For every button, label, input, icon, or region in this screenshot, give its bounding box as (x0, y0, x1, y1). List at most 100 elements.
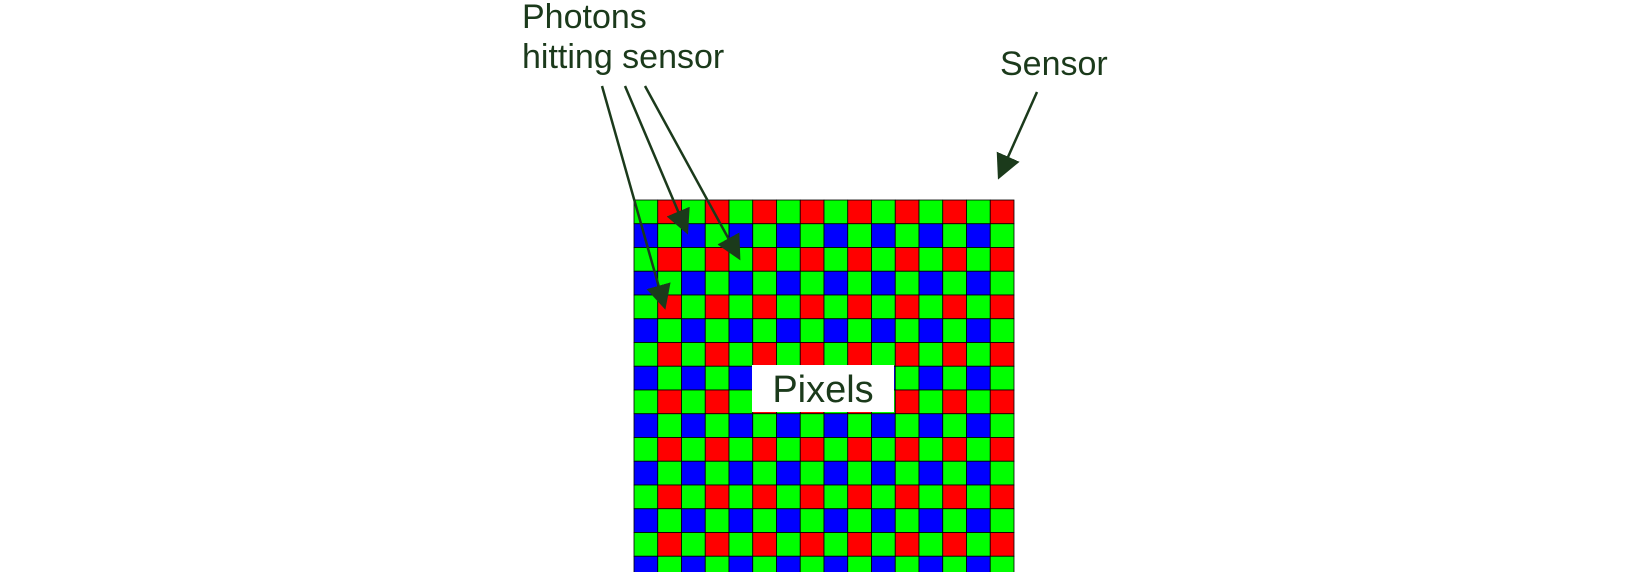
sensor-pixel (871, 270, 896, 296)
sensor-pixel (894, 413, 920, 438)
sensor-pixel (823, 532, 849, 557)
sensor-pixel (847, 270, 872, 296)
sensor-pixel (799, 223, 825, 248)
sensor-pixel (989, 294, 1015, 320)
sensor-pixel (966, 365, 991, 391)
sensor-pixel (728, 318, 754, 343)
sensor-pixel (752, 508, 777, 533)
photon-arrow-1 (600, 85, 671, 310)
sensor-pixel (966, 342, 991, 367)
sensor-pixel (894, 270, 920, 296)
sensor-pixel (942, 508, 967, 533)
sensor-pixel (823, 247, 849, 272)
sensor-pixel (871, 199, 896, 225)
sensor-pixel (989, 247, 1015, 272)
sensor-pixel (966, 508, 991, 533)
sensor-pixel (728, 532, 754, 557)
sensor-pixel (942, 413, 967, 438)
sensor-pixel (871, 484, 896, 510)
sensor-pixel (752, 532, 777, 557)
sensor-pixel (823, 223, 849, 248)
sensor-pixel (847, 484, 872, 510)
sensor-pixel (942, 460, 967, 486)
sensor-pixel (871, 532, 896, 557)
sensor-pixel (989, 532, 1015, 557)
sensor-pixel (871, 555, 896, 572)
sensor-pixel (776, 508, 801, 533)
sensor-pixel (728, 294, 754, 320)
sensor-pixel (681, 460, 706, 486)
sensor-pixel (942, 365, 967, 391)
sensor-pixel (799, 437, 825, 462)
sensor-pixel (728, 389, 754, 415)
sensor-pixel (728, 555, 754, 572)
sensor-pixel (966, 484, 991, 510)
sensor-pixel (657, 365, 682, 391)
sensor-pixel (989, 199, 1015, 225)
sensor-pixel (823, 294, 849, 320)
sensor-pixel (633, 389, 659, 415)
sensor-pixel (633, 555, 659, 572)
sensor-pixel (966, 555, 991, 572)
sensor-pixel (918, 365, 944, 391)
sensor-pixel (989, 389, 1015, 415)
sensor-pixel (657, 437, 682, 462)
sensor-pixel (728, 508, 754, 533)
sensor-pixel (918, 342, 944, 367)
sensor-pixel (633, 365, 659, 391)
sensor-pixel (894, 223, 920, 248)
sensor-pixel (942, 294, 967, 320)
sensor-pixel (799, 318, 825, 343)
sensor-pixel (704, 389, 730, 415)
sensor-pixel (847, 437, 872, 462)
sensor-pixel (799, 484, 825, 510)
sensor-pixel (823, 460, 849, 486)
sensor-pixel (989, 437, 1015, 462)
sensor-pixel (752, 484, 777, 510)
sensor-pixel (989, 365, 1015, 391)
sensor-pixel (752, 318, 777, 343)
sensor-pixel (657, 460, 682, 486)
sensor-pixel (894, 460, 920, 486)
sensor-pixel (894, 508, 920, 533)
sensor-pixel (918, 199, 944, 225)
photons-label-line2: hitting sensor (522, 38, 724, 76)
sensor-pixel (823, 318, 849, 343)
sensor-pixel (847, 555, 872, 572)
sensor-pixel (704, 555, 730, 572)
sensor-pixel (657, 413, 682, 438)
sensor-pixel (966, 223, 991, 248)
pixels-label-box (752, 365, 894, 412)
sensor-pixel (633, 460, 659, 486)
sensor-pixel (704, 247, 730, 272)
sensor-pixel (728, 365, 754, 391)
sensor-pixel (633, 437, 659, 462)
sensor-pixel (942, 318, 967, 343)
sensor-pixel (871, 508, 896, 533)
sensor-pixel (823, 342, 849, 367)
photon-arrow-3 (643, 85, 741, 261)
sensor-pixel (942, 389, 967, 415)
sensor-pixel (752, 437, 777, 462)
sensor-pixel (966, 437, 991, 462)
sensor-pixel (894, 342, 920, 367)
sensor-pixel (776, 532, 801, 557)
sensor-pixel (847, 247, 872, 272)
sensor-pixel (918, 508, 944, 533)
sensor-pixel (942, 555, 967, 572)
sensor-pixel (918, 413, 944, 438)
sensor-pixel (847, 342, 872, 367)
sensor-pixel (681, 318, 706, 343)
sensor-pixel (776, 270, 801, 296)
sensor-pixel (681, 342, 706, 367)
sensor-pixel (776, 294, 801, 320)
sensor-pixel (942, 342, 967, 367)
sensor-pixel (918, 389, 944, 415)
sensor-pixel (704, 365, 730, 391)
sensor-pixel (918, 555, 944, 572)
sensor-pixel (847, 318, 872, 343)
sensor-pixel (966, 318, 991, 343)
sensor-pixel (681, 247, 706, 272)
sensor-pixel (799, 199, 825, 225)
